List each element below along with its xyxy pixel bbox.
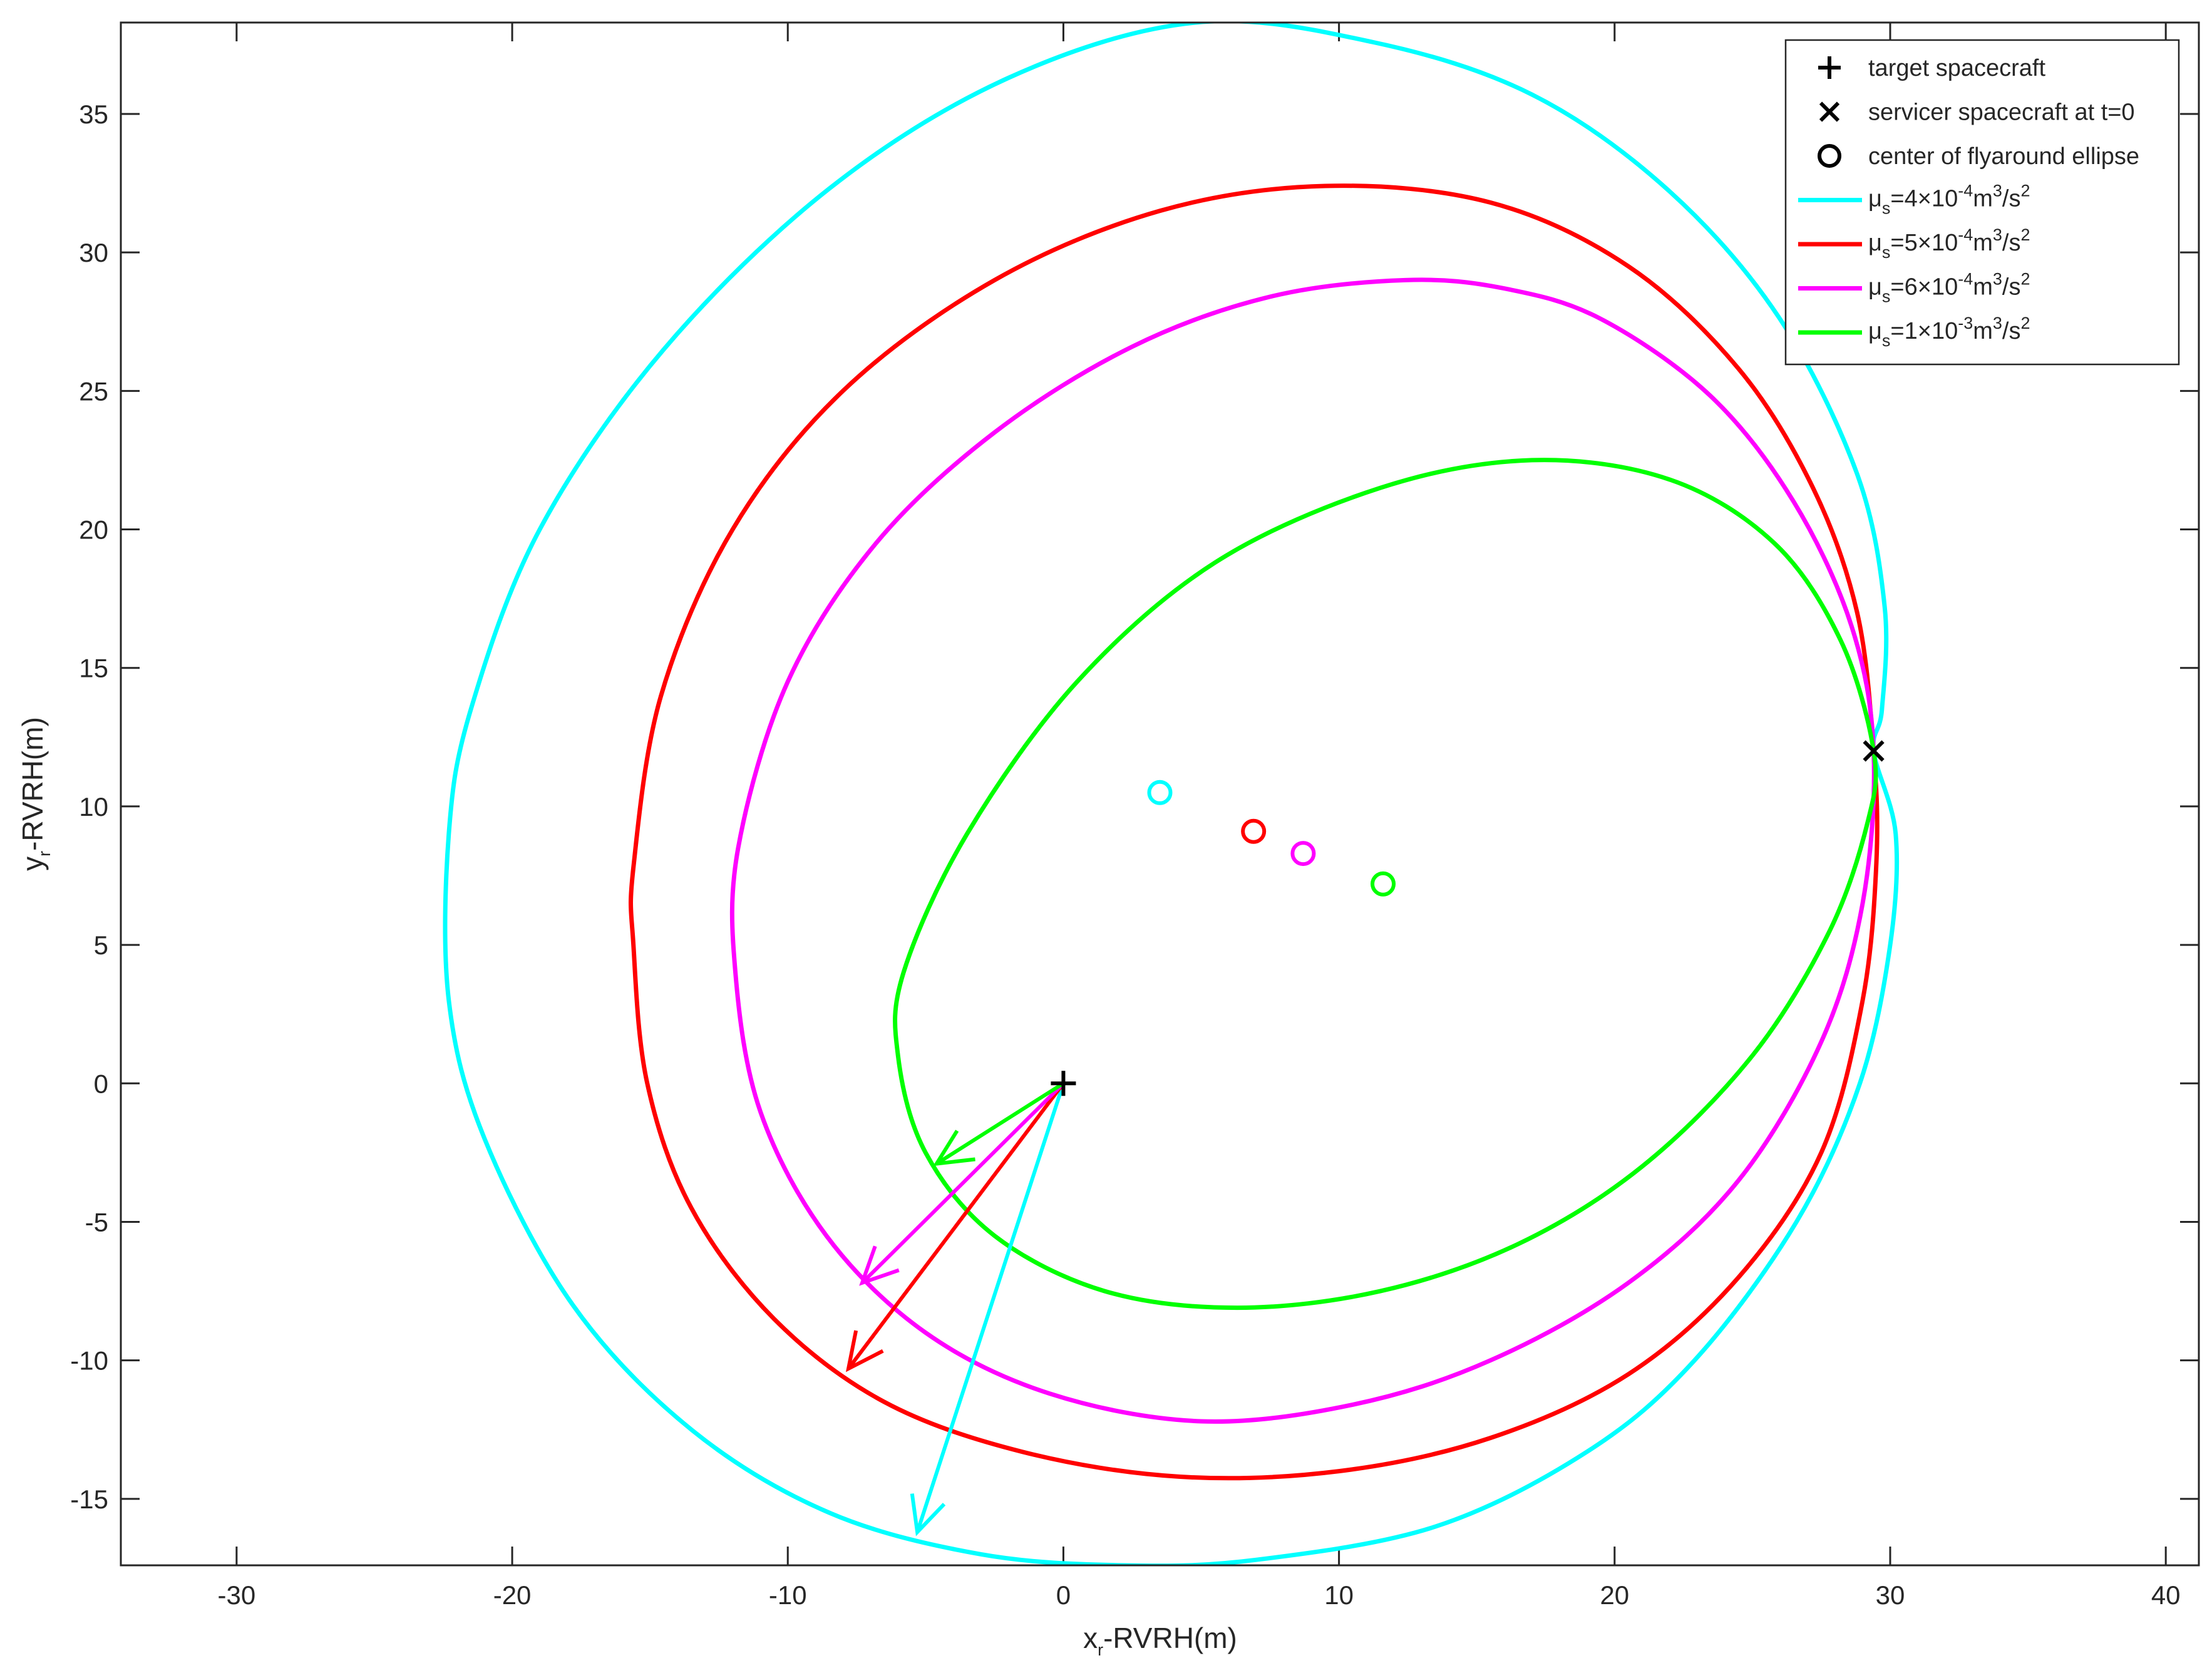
servicer-spacecraft-marker [1863,740,1885,762]
x-tick-label: 0 [1056,1580,1071,1610]
x-axis-label: xr-RVRH(m) [1083,1622,1237,1659]
ellipse-center-3 [1371,871,1396,897]
trajectory-curves [443,23,1900,1565]
arrow-shaft-1 [846,1082,1065,1370]
y-tick-label: -15 [70,1485,108,1514]
axis-ticks [121,23,2199,1565]
ellipse-center-0 [1147,780,1173,805]
x-tick-label: 20 [1600,1580,1629,1610]
legend-series-label-1: μs=5×10-4m3/s2 [1868,225,2030,262]
y-tick-label: 20 [79,515,108,545]
legend-cross-icon [1819,101,1840,122]
legend-series-label-2: μs=6×10-4m3/s2 [1868,270,2030,306]
legend-entry-label: target spacecraft [1868,55,2045,81]
legend-series-label-0: μs=4×10-4m3/s2 [1868,182,2030,218]
trajectory-series-2 [729,277,1876,1424]
arrow-head-3 [933,1130,975,1166]
x-tick-label: -30 [218,1580,256,1610]
spacecraft-markers [1051,740,1885,1096]
x-tick-label: -20 [493,1580,532,1610]
y-tick-label: 15 [79,654,108,683]
legend-circle-icon [1818,144,1841,168]
y-tick-label: 0 [94,1069,108,1098]
arrow-shaft-2 [860,1082,1065,1284]
y-tick-label: -10 [70,1346,108,1376]
legend: target spacecraft servicer spacecraft at … [1784,39,2180,366]
arrow-head-1 [845,1330,884,1372]
arrow-shaft-0 [915,1083,1066,1533]
arrow-head-0 [910,1493,946,1537]
y-tick-label: 35 [79,100,108,129]
ellipse-center-2 [1290,841,1316,867]
y-tick-label: 30 [79,238,108,267]
trajectory-series-3 [893,458,1878,1310]
trajectory-series-0 [443,23,1900,1565]
x-tick-label: 30 [1876,1580,1905,1610]
y-tick-label: 5 [94,930,108,960]
ellipse-centers [1147,780,1396,897]
ellipse-center-1 [1241,818,1267,844]
y-axis-label: yr-RVRH(m) [16,717,54,871]
arrow-vectors [845,1081,1066,1537]
x-tick-label: -10 [769,1580,807,1610]
y-tick-label: 10 [79,792,108,821]
trajectory-series-1 [629,183,1880,1481]
arrow-head-2 [859,1245,900,1286]
y-tick-label: -5 [85,1207,108,1237]
legend-entry-label: servicer spacecraft at t=0 [1868,100,2135,126]
x-tick-label: 10 [1324,1580,1354,1610]
tick-labels: -30 -20 -10 0 10 20 30 40 -15 -10 -5 0 5 10 15 20 25 30 35 [70,100,2180,1610]
legend-entry-label: center of flyaround ellipse [1868,143,2139,170]
x-tick-label: 40 [2151,1580,2181,1610]
y-tick-label: 25 [79,376,108,406]
arrow-shaft-3 [935,1081,1065,1166]
plot-frame [120,21,2200,1567]
legend-series-label-3: μs=1×10-3m3/s2 [1868,314,2030,350]
